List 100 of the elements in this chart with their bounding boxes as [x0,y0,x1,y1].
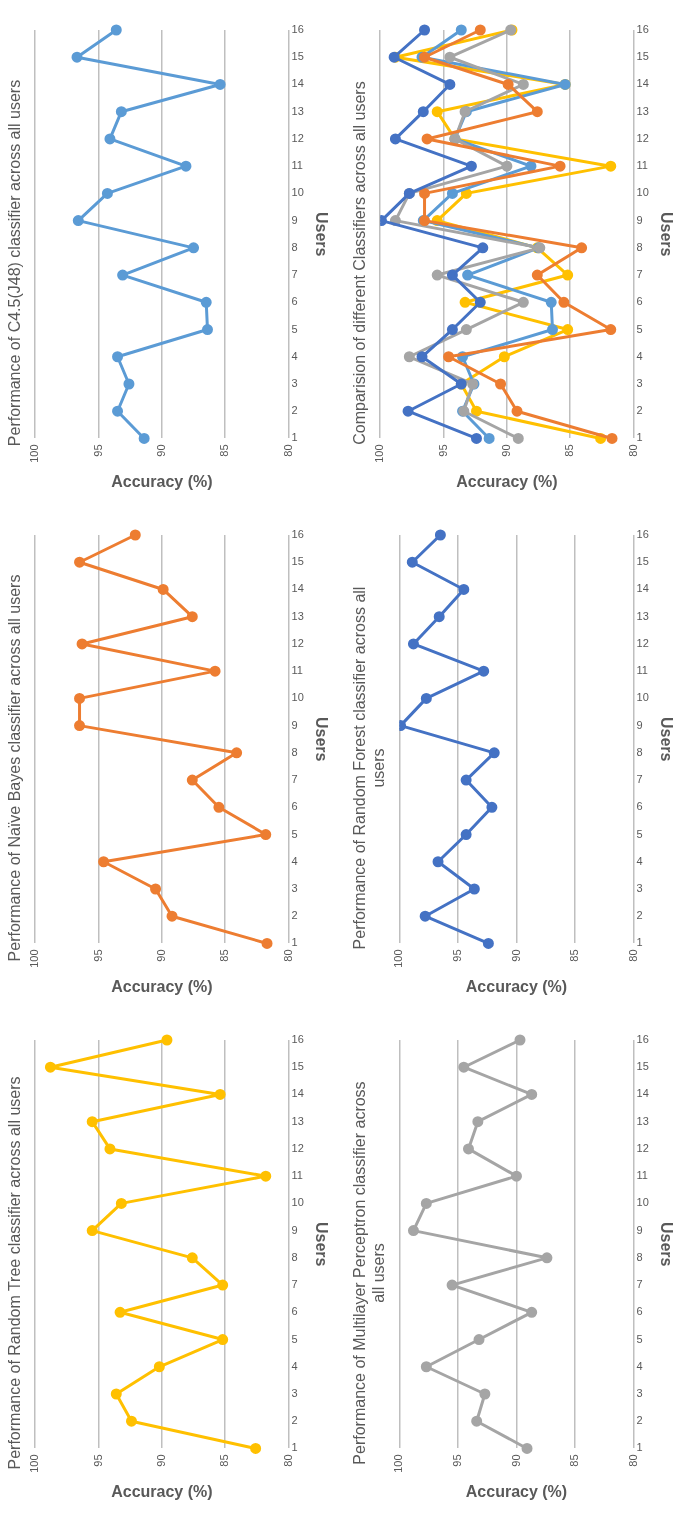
x-tick-label: 80 [281,1454,294,1467]
x-tick-label: 95 [450,949,463,962]
y-tick-label: 3 [636,377,643,390]
y-tick-label: 11 [291,159,303,172]
x-tick-label: 80 [626,949,639,962]
y-tick-label: 6 [636,800,643,813]
y-tick-label: 11 [291,664,303,677]
y-tick-label: 12 [291,1141,304,1154]
x-tick-label: 100 [392,949,405,968]
x-tick-label: 90 [154,949,167,962]
y-tick-label: 5 [291,827,298,840]
y-tick-label: 5 [636,827,643,840]
y-tick-label: 4 [636,1359,643,1372]
y-tick-label: 2 [291,909,298,922]
y-tick-label: 3 [636,1387,643,1400]
y-tick-label: 8 [636,240,643,253]
y-tick-label: 15 [291,50,304,63]
y-tick-label: 9 [636,718,643,731]
y-tick-label: 9 [636,1223,643,1236]
y-tick-label: 8 [291,1250,298,1263]
y-tick-label: 6 [636,295,643,308]
y-tick-label: 13 [636,104,649,117]
y-tick-label: 13 [636,609,649,622]
y-axis-title: Users [312,211,330,257]
y-tick-label: 12 [636,1141,649,1154]
y-tick-label: 9 [636,213,643,226]
x-tick-label: 95 [91,444,104,457]
y-tick-label: 3 [636,882,643,895]
y-tick-label: 4 [636,349,643,362]
y-tick-label: 15 [636,50,649,63]
y-tick-label: 2 [291,1414,298,1427]
y-tick-label: 5 [636,1332,643,1345]
y-tick-label: 15 [291,555,304,568]
y-tick-label: 7 [636,268,643,281]
x-tick-label: 80 [281,949,294,962]
y-tick-label: 3 [291,882,298,895]
y-tick-label: 14 [636,77,649,90]
x-axis-title: Accuracy (%) [111,1482,213,1500]
y-tick-label: 14 [291,1087,304,1100]
y-tick-label: 11 [636,664,648,677]
y-tick-label: 4 [291,349,298,362]
x-tick-label: 80 [281,444,294,457]
y-axis-title: Users [312,716,330,762]
y-tick-label: 5 [291,322,298,335]
x-tick-label: 95 [91,1454,104,1467]
y-tick-label: 6 [636,1305,643,1318]
y-tick-label: 9 [291,1223,298,1236]
x-tick-label: 95 [91,949,104,962]
y-tick-label: 14 [291,582,304,595]
y-tick-label: 3 [291,1387,298,1400]
y-tick-label: 14 [636,1087,649,1100]
x-tick-label: 85 [568,949,581,962]
x-tick-label: 100 [28,949,41,968]
x-tick-label: 90 [154,444,167,457]
y-tick-label: 11 [636,159,648,172]
y-tick-label: 10 [636,186,649,199]
y-axis-title: Users [657,211,675,257]
y-tick-label: 1 [291,431,298,444]
y-tick-label: 5 [291,1332,298,1345]
x-tick-label: 85 [218,444,231,457]
y-tick-label: 1 [636,431,643,444]
text: Performance of Random Forest classifier across all users [351,586,388,950]
text: Performance of C4.5(J48) classifier across all users [6,79,24,447]
x-axis-title: Accuracy (%) [111,977,213,995]
y-tick-label: 10 [636,1196,649,1209]
y-tick-label: 2 [636,909,643,922]
y-tick-label: 9 [291,213,298,226]
x-axis-title: Accuracy (%) [456,472,558,490]
text: Performance of Naïve Bayes classifier across all users [6,574,24,962]
y-tick-label: 7 [291,1278,298,1291]
x-tick-label: 85 [568,1454,581,1467]
y-axis-title: Users [657,1221,675,1267]
y-tick-label: 8 [636,745,643,758]
y-tick-label: 10 [291,186,304,199]
y-tick-label: 15 [636,555,649,568]
y-axis-title: Users [657,716,675,762]
y-tick-label: 12 [291,636,304,649]
x-tick-label: 95 [436,444,449,457]
y-tick-label: 1 [636,1441,643,1454]
y-tick-label: 10 [291,1196,304,1209]
y-tick-label: 11 [636,1169,648,1182]
y-tick-label: 12 [636,636,649,649]
y-tick-label: 9 [291,718,298,731]
x-axis-title: Accuracy (%) [111,472,213,490]
x-tick-label: 85 [218,1454,231,1467]
x-tick-label: 100 [28,1454,41,1473]
y-tick-label: 13 [291,1114,304,1127]
y-tick-label: 13 [291,104,304,117]
y-tick-label: 1 [291,936,298,949]
y-tick-label: 3 [291,377,298,390]
y-tick-label: 5 [636,322,643,335]
x-tick-label: 90 [499,444,512,457]
y-tick-label: 2 [636,404,643,417]
y-tick-label: 2 [291,404,298,417]
y-tick-label: 16 [636,23,649,36]
y-tick-label: 12 [636,131,649,144]
x-tick-label: 100 [392,1454,405,1473]
text: Performance of Random Tree classifier across all users [6,1076,24,1470]
y-tick-label: 6 [291,800,298,813]
y-tick-label: 16 [291,528,304,541]
